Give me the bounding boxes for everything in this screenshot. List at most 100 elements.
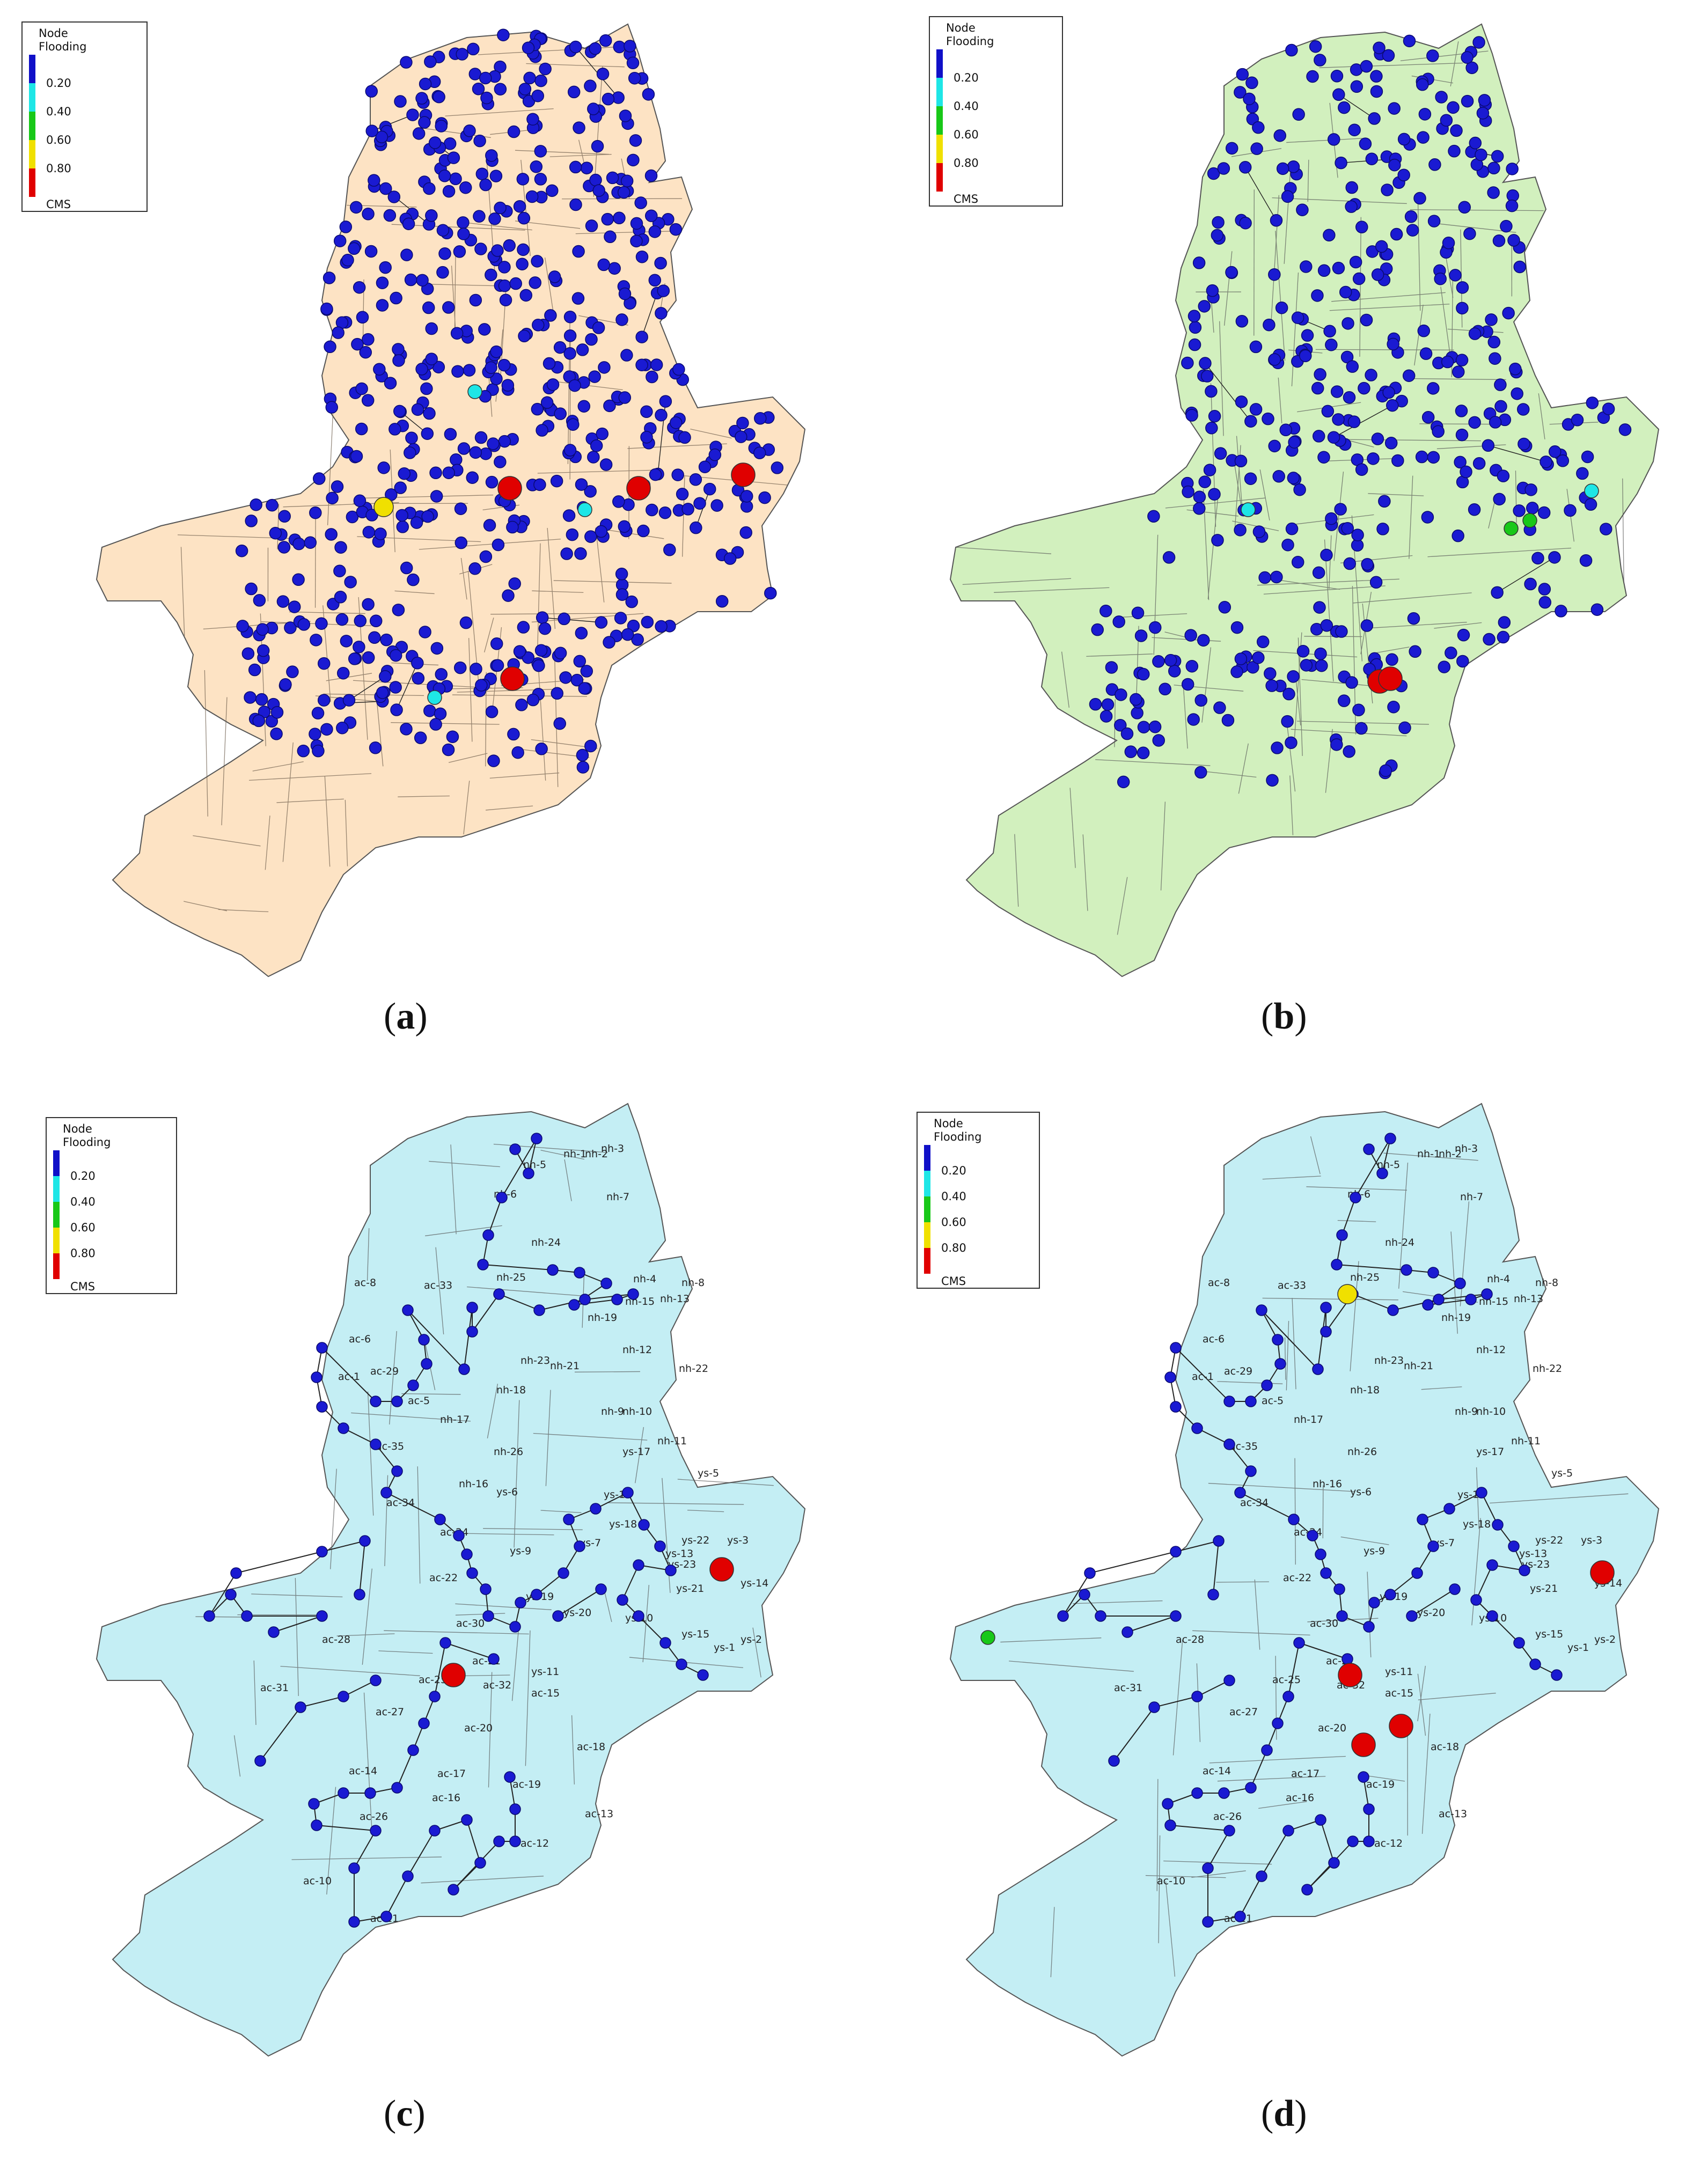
junction-node: [266, 498, 278, 512]
legend-swatch: [924, 1196, 930, 1222]
junction-node: [1346, 360, 1359, 373]
junction-node: [1256, 1870, 1267, 1882]
junction-node: [359, 346, 372, 359]
junction-node: [1223, 1825, 1235, 1837]
junction-node: [435, 668, 448, 681]
junction-node: [493, 1835, 505, 1847]
junction-node: [1350, 80, 1364, 93]
junction-node: [1548, 551, 1561, 564]
junction-node: [509, 1835, 521, 1847]
junction-node: [473, 134, 486, 148]
junction-node: [1564, 504, 1577, 517]
junction-node: [1406, 1610, 1418, 1622]
junction-node: [1314, 368, 1326, 381]
junction-node: [1288, 1514, 1300, 1525]
legend-row: 0.40: [29, 83, 136, 118]
junction-node: [638, 1519, 650, 1531]
junction-node: [1191, 1787, 1203, 1799]
junction-node: [1272, 1717, 1284, 1729]
junction-node: [624, 40, 636, 53]
junction-node: [331, 480, 344, 493]
junction-node: [580, 665, 593, 678]
junction-node: [1368, 112, 1381, 125]
legend-label: 0.80: [941, 1242, 966, 1254]
junction-node: [509, 277, 522, 290]
junction-node: [475, 679, 488, 692]
junction-node: [1323, 229, 1336, 242]
junction-node: [1325, 512, 1338, 525]
subcatchment-label: ac-22: [429, 1572, 458, 1584]
junction-node: [1517, 403, 1530, 416]
junction-node: [1272, 1334, 1284, 1346]
map-panel-a: [0, 0, 854, 1080]
subcatchment-label: ys-6: [496, 1486, 518, 1498]
junction-node: [1524, 577, 1537, 591]
junction-node: [584, 485, 597, 498]
junction-node: [491, 244, 504, 257]
subcatchment-label: ac-16: [432, 1792, 460, 1804]
junction-node: [1415, 450, 1428, 464]
junction-node: [509, 1143, 521, 1155]
subcatchment-label: ac-25: [1272, 1674, 1301, 1686]
junction-nodes: [1057, 1133, 1563, 1928]
junction-node: [1411, 1567, 1423, 1579]
junction-node: [1440, 114, 1453, 127]
junction-node: [1193, 490, 1206, 503]
junction-node: [617, 1594, 628, 1606]
junction-node: [1361, 557, 1374, 571]
legend-d: Node Flooding 0.20 0.40 0.60 0.80 CMS: [917, 1112, 1040, 1289]
junction-node: [1524, 483, 1537, 496]
junction-node: [354, 614, 367, 627]
junction-node: [1581, 450, 1594, 464]
junction-node: [507, 125, 521, 138]
junction-node: [1147, 510, 1160, 523]
junction-node: [317, 694, 331, 707]
junction-node: [444, 428, 457, 441]
junction-node: [1243, 92, 1256, 106]
junction-node: [1476, 107, 1490, 120]
junction-node: [518, 329, 531, 343]
junction-node: [365, 124, 378, 137]
junction-node: [1320, 619, 1333, 632]
subcatchment-label: ac-29: [370, 1365, 399, 1377]
junction-node: [1114, 718, 1127, 732]
junction-node: [576, 748, 589, 762]
junction-node: [1334, 503, 1347, 516]
junction-node: [1281, 538, 1294, 552]
junction-node: [697, 1669, 709, 1681]
junction-node: [1321, 405, 1335, 418]
junction-node: [436, 266, 449, 279]
junction-node: [1505, 199, 1519, 212]
junction-node: [1148, 1701, 1160, 1713]
junction-node: [362, 526, 376, 539]
junction-node: [1489, 352, 1501, 365]
junction-node: [338, 1691, 349, 1702]
junction-node: [1555, 605, 1567, 618]
junction-node: [348, 1862, 360, 1874]
legend-label: 0.20: [954, 71, 979, 84]
junction-node: [1448, 144, 1461, 158]
junction-node: [353, 281, 366, 294]
junction-node: [635, 358, 648, 371]
junction-node: [492, 538, 505, 552]
legend-swatch: [29, 112, 35, 140]
subcatchment-label: ys-17: [1476, 1446, 1504, 1458]
junction-node: [575, 627, 588, 640]
junction-node: [338, 1422, 349, 1434]
subcatchment-label: ys-9: [1364, 1545, 1385, 1557]
junction-node: [534, 74, 547, 87]
junction-node: [475, 167, 489, 180]
junction-node: [531, 89, 544, 102]
junction-node: [269, 526, 282, 540]
junction-node: [1057, 1610, 1069, 1622]
junction-node: [412, 672, 425, 685]
junction-node: [585, 333, 598, 346]
junction-node: [669, 416, 683, 429]
junction-node: [400, 248, 413, 261]
junction-node: [533, 1304, 545, 1316]
junction-node: [1099, 605, 1112, 618]
junction-node: [1360, 313, 1373, 327]
junction-node: [1586, 396, 1599, 409]
junction-node: [1492, 234, 1506, 247]
junction-node: [531, 1133, 543, 1144]
